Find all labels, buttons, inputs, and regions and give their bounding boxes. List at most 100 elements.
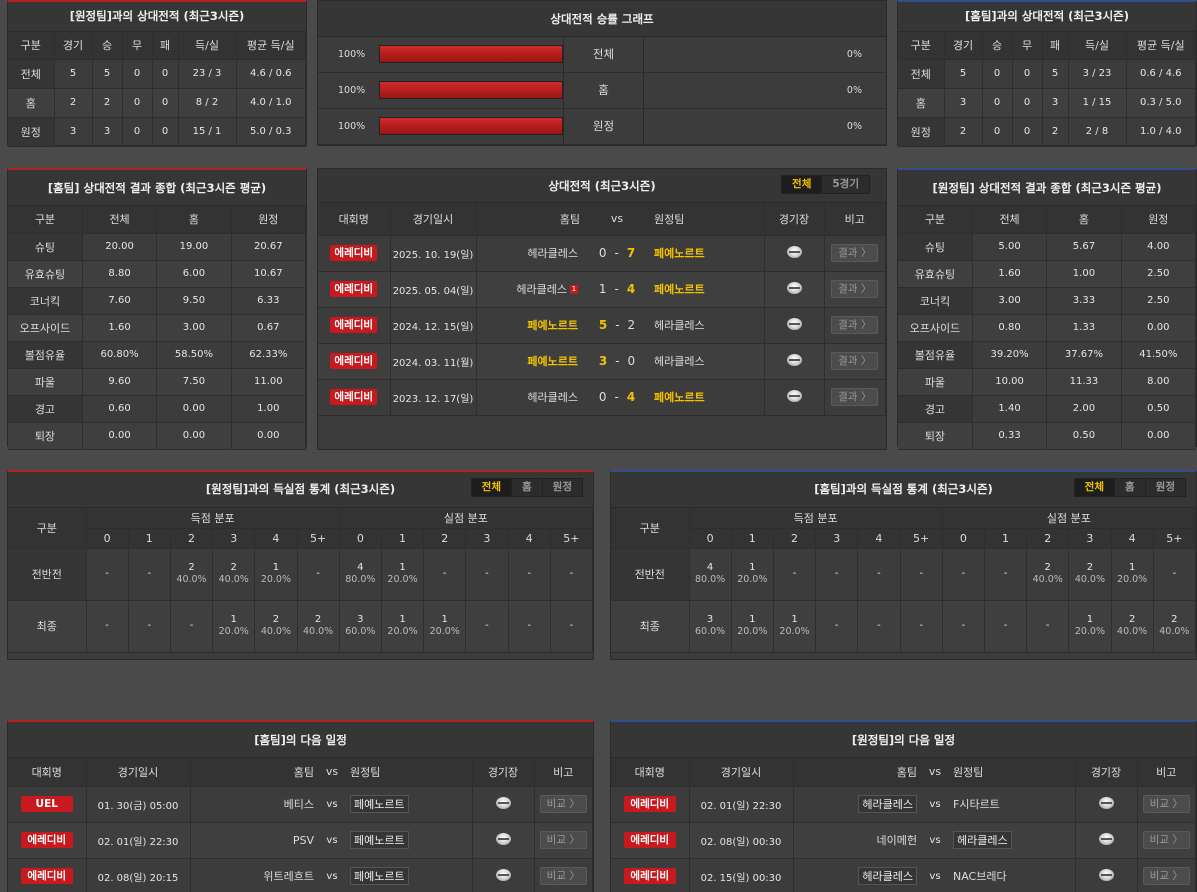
stadium-icon[interactable] xyxy=(1098,796,1114,809)
league-badge[interactable]: 에레디비 xyxy=(330,389,378,405)
tab-홈[interactable]: 홈 xyxy=(1114,479,1145,496)
league-badge[interactable]: 에레디비 xyxy=(330,281,378,297)
stat-cell: 7.60 xyxy=(82,287,158,315)
result-button[interactable]: 결과 〉 xyxy=(831,316,879,334)
result-button[interactable]: 결과 〉 xyxy=(831,352,879,370)
compare-button[interactable]: 비교 〉 xyxy=(1142,831,1190,849)
stat-cell: 0 xyxy=(152,88,179,118)
stat-cell: 5.00 xyxy=(972,233,1048,261)
home-team-name[interactable]: 헤라클레스 xyxy=(858,795,917,813)
stadium-icon[interactable] xyxy=(1098,868,1114,881)
league-badge[interactable]: 에레디비 xyxy=(623,796,676,812)
compare-button[interactable]: 비교 〉 xyxy=(1142,795,1190,813)
venue-cell xyxy=(764,235,825,272)
match-row: 에레디비 2024. 03. 11(월) 페예노르트 3-0 헤라클레스 결과 〉 xyxy=(318,343,886,380)
tab-전체[interactable]: 전체 xyxy=(471,479,511,496)
match-row: 에레디비 2025. 05. 04(일) 헤라클레스 1 1-4 페예노르트 결과 〉 xyxy=(318,271,886,308)
home-next-table: 대회명 경기일시 홈팀 vs 원정팀 경기장 비고 UEL 01. 30(금) 05:00 베티스… xyxy=(8,758,593,892)
header-cell: 경기 xyxy=(944,32,983,60)
home-team-name[interactable]: 페예노르트 xyxy=(527,319,578,332)
stadium-icon[interactable] xyxy=(495,868,511,881)
league-badge[interactable]: 에레디비 xyxy=(20,868,73,884)
home-team-name[interactable]: 위트레흐트 xyxy=(263,870,314,883)
bucket-header: 1 xyxy=(128,528,171,549)
home-team-name[interactable]: 헤라클레스 xyxy=(527,391,578,404)
tab-전체[interactable]: 전체 xyxy=(782,176,822,193)
stadium-icon[interactable] xyxy=(786,317,802,330)
tab-5경기[interactable]: 5경기 xyxy=(821,176,869,193)
result-button[interactable]: 결과 〉 xyxy=(831,244,879,262)
away-team-name[interactable]: 페예노르트 xyxy=(350,795,409,813)
league-cell: 에레디비 xyxy=(318,307,391,344)
tab-원정[interactable]: 원정 xyxy=(1144,479,1185,496)
note-cell: 결과 〉 xyxy=(824,307,886,344)
home-team-name[interactable]: 네이메헌 xyxy=(876,834,917,847)
tab-홈[interactable]: 홈 xyxy=(511,479,542,496)
score-separator: - xyxy=(614,282,619,296)
win-pct: 100% xyxy=(338,85,366,96)
home-team-name[interactable]: 베티스 xyxy=(283,798,314,811)
away-team-name[interactable]: 헤라클레스 xyxy=(654,319,705,332)
away-team-name[interactable]: 페예노르트 xyxy=(654,391,705,404)
away-team-name[interactable]: F시타르트 xyxy=(953,798,1000,811)
count-value: 1 xyxy=(441,614,448,625)
home-team-name[interactable]: 헤라클레스 xyxy=(527,247,578,260)
stat-cell: 5 xyxy=(92,59,123,89)
league-badge[interactable]: 에레디비 xyxy=(623,868,676,884)
league-badge[interactable]: 에레디비 xyxy=(20,832,73,848)
league-badge[interactable]: 에레디비 xyxy=(330,353,378,369)
home-team-name[interactable]: 페예노르트 xyxy=(527,355,578,368)
stadium-icon[interactable] xyxy=(786,245,802,258)
home-team-cell: 페예노르트 xyxy=(476,307,580,344)
stadium-icon[interactable] xyxy=(786,389,802,402)
count-value: - xyxy=(569,620,574,631)
tab-전체[interactable]: 전체 xyxy=(1074,479,1114,496)
away-team-name[interactable]: 헤라클레스 xyxy=(953,831,1012,849)
stadium-icon[interactable] xyxy=(786,281,802,294)
scored-cell: 2 40.0% xyxy=(297,600,340,653)
note-cell: 결과 〉 xyxy=(824,343,886,380)
stadium-icon[interactable] xyxy=(786,353,802,366)
h2h-matches-title-text: 상대전적 (최근3시즌) xyxy=(548,179,656,193)
away-team-name[interactable]: NAC브레다 xyxy=(953,870,1007,883)
stadium-icon[interactable] xyxy=(1098,832,1114,845)
note-cell: 비교 〉 xyxy=(1137,822,1196,859)
away-team-name[interactable]: 페예노르트 xyxy=(350,867,409,885)
venue-cell xyxy=(764,379,825,416)
compare-button[interactable]: 비교 〉 xyxy=(539,867,587,885)
league-badge[interactable]: UEL xyxy=(20,796,73,812)
home-team-name[interactable]: 헤라클레스 xyxy=(516,283,567,296)
conceded-cell: - xyxy=(508,548,551,601)
league-badge[interactable]: 에레디비 xyxy=(623,832,676,848)
tab-원정[interactable]: 원정 xyxy=(541,479,582,496)
row-label: 전체 xyxy=(8,59,55,89)
away-next-table: 대회명 경기일시 홈팀 vs 원정팀 경기장 비고 에레디비 02. 01(일) 22:30 헤라… xyxy=(611,758,1196,892)
scored-cell: - xyxy=(128,548,171,601)
stadium-icon[interactable] xyxy=(495,796,511,809)
league-badge[interactable]: 에레디비 xyxy=(330,317,378,333)
away-team-cell: 헤라클레스 xyxy=(949,822,1076,859)
result-button[interactable]: 결과 〉 xyxy=(831,388,879,406)
count-value: - xyxy=(569,568,574,579)
away-team-name[interactable]: 페예노르트 xyxy=(654,247,705,260)
compare-button[interactable]: 비교 〉 xyxy=(539,795,587,813)
col-date: 경기일시 xyxy=(390,203,477,236)
result-button[interactable]: 결과 〉 xyxy=(831,280,879,298)
note-cell: 비교 〉 xyxy=(534,786,593,823)
stat-cell: 0.6 / 4.6 xyxy=(1126,59,1196,89)
home-team-name[interactable]: 헤라클레스 xyxy=(858,867,917,885)
table-row: 최종 - - -1 20.0% 2 40.0% 2 40.0% 3 60.0% 1 20.0% 1 20.0… xyxy=(8,600,594,653)
away-team-name[interactable]: 페예노르트 xyxy=(350,831,409,849)
compare-button[interactable]: 비교 〉 xyxy=(1142,867,1190,885)
percent-value: 20.0% xyxy=(260,574,291,585)
stat-cell: 1.40 xyxy=(972,395,1048,423)
compare-button[interactable]: 비교 〉 xyxy=(539,831,587,849)
date-cell: 02. 08(일) 00:30 xyxy=(689,822,794,859)
away-team-name[interactable]: 헤라클레스 xyxy=(654,355,705,368)
away-team-name[interactable]: 페예노르트 xyxy=(654,283,705,296)
stadium-icon[interactable] xyxy=(495,832,511,845)
league-badge[interactable]: 에레디비 xyxy=(330,245,378,261)
score-separator: - xyxy=(614,246,619,260)
home-team-name[interactable]: PSV xyxy=(292,833,314,847)
row-label: 코너킥 xyxy=(898,287,973,315)
